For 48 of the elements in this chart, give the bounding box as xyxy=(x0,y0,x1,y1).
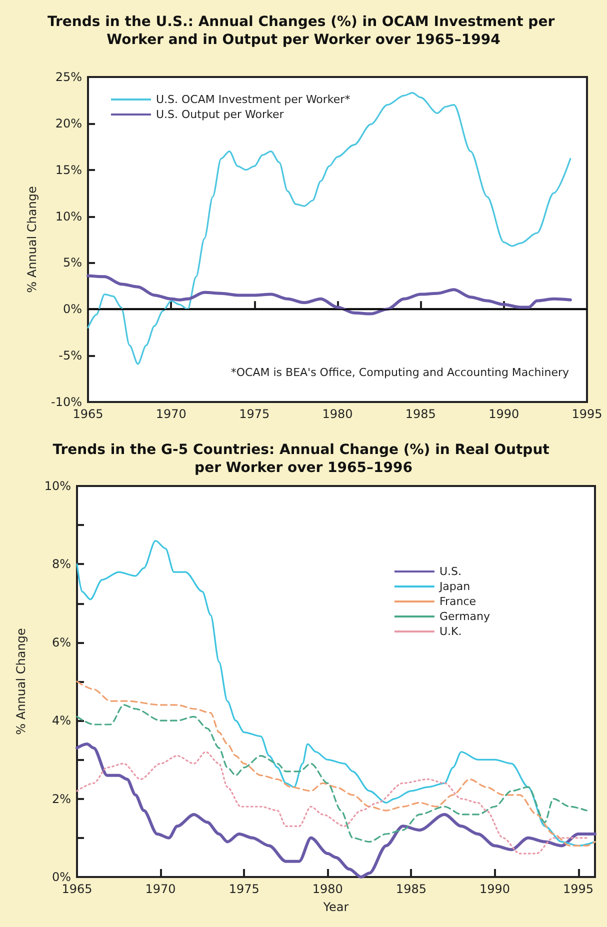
x-tick-label: 1965 xyxy=(62,882,92,896)
legend-label: France xyxy=(439,595,476,608)
y-tick-label: -5% xyxy=(58,348,82,363)
x-tick-label: 1980 xyxy=(312,882,343,896)
line-series xyxy=(87,92,572,365)
x-tick-label: 1995 xyxy=(563,882,594,896)
x-tick-label: 1970 xyxy=(145,882,176,896)
y-tick-label: 6% xyxy=(52,635,71,650)
y-axis-title: % Annual Change xyxy=(25,186,39,293)
y-tick-label: 10% xyxy=(44,479,71,493)
x-tick-label: 1975 xyxy=(228,882,260,896)
line-series xyxy=(76,704,588,843)
y-tick-label: 0% xyxy=(52,870,71,884)
x-tick-label: 1975 xyxy=(239,407,270,421)
line-series xyxy=(76,742,596,878)
y-tick-label: 10% xyxy=(55,209,82,224)
x-tick-label: 1990 xyxy=(479,882,510,896)
line-series xyxy=(76,540,596,847)
x-tick-label: 1980 xyxy=(322,407,353,421)
x-tick-label: 1985 xyxy=(396,882,426,896)
y-tick-label: 0% xyxy=(62,302,82,316)
y-tick-label: 25% xyxy=(55,70,82,84)
legend-label: U.K. xyxy=(439,625,462,638)
y-axis-title: % Annual Change xyxy=(14,628,28,735)
legend-label: Germany xyxy=(439,610,490,623)
line-series xyxy=(76,751,588,854)
y-tick-label: 15% xyxy=(55,162,82,177)
y-tick-label: -10% xyxy=(50,395,82,409)
x-tick-label: 1970 xyxy=(156,407,186,421)
x-tick-label: 1965 xyxy=(72,407,104,421)
chart-title: Trends in the U.S.: Annual Changes (%) in OCAM Investment per Worker and in Output per Worker over 1965–1994 xyxy=(48,14,560,48)
line-series xyxy=(86,274,572,316)
legend-label: U.S. xyxy=(439,565,462,578)
annotation: *OCAM is BEA's Office, Computing and Accounting Machinery xyxy=(230,366,570,379)
x-axis-title: Year xyxy=(322,900,349,914)
y-tick-label: 8% xyxy=(52,557,71,572)
x-tick-label: 1990 xyxy=(488,407,520,421)
legend-label: U.S. OCAM Investment per Worker* xyxy=(156,93,351,106)
line-series xyxy=(76,680,596,847)
legend-label: U.S. Output per Worker xyxy=(156,108,284,121)
x-tick-label: 1995 xyxy=(572,407,602,421)
y-tick-label: 2% xyxy=(52,792,71,806)
y-tick-label: 20% xyxy=(55,116,82,130)
y-tick-label: 5% xyxy=(62,256,82,270)
legend-label: Japan xyxy=(438,580,470,593)
x-tick-label: 1985 xyxy=(405,407,436,421)
chart-title: Trends in the G-5 Countries: Annual Change (%) in Real Output per Worker over 1965–1996 xyxy=(52,442,554,476)
y-tick-label: 4% xyxy=(52,714,71,728)
